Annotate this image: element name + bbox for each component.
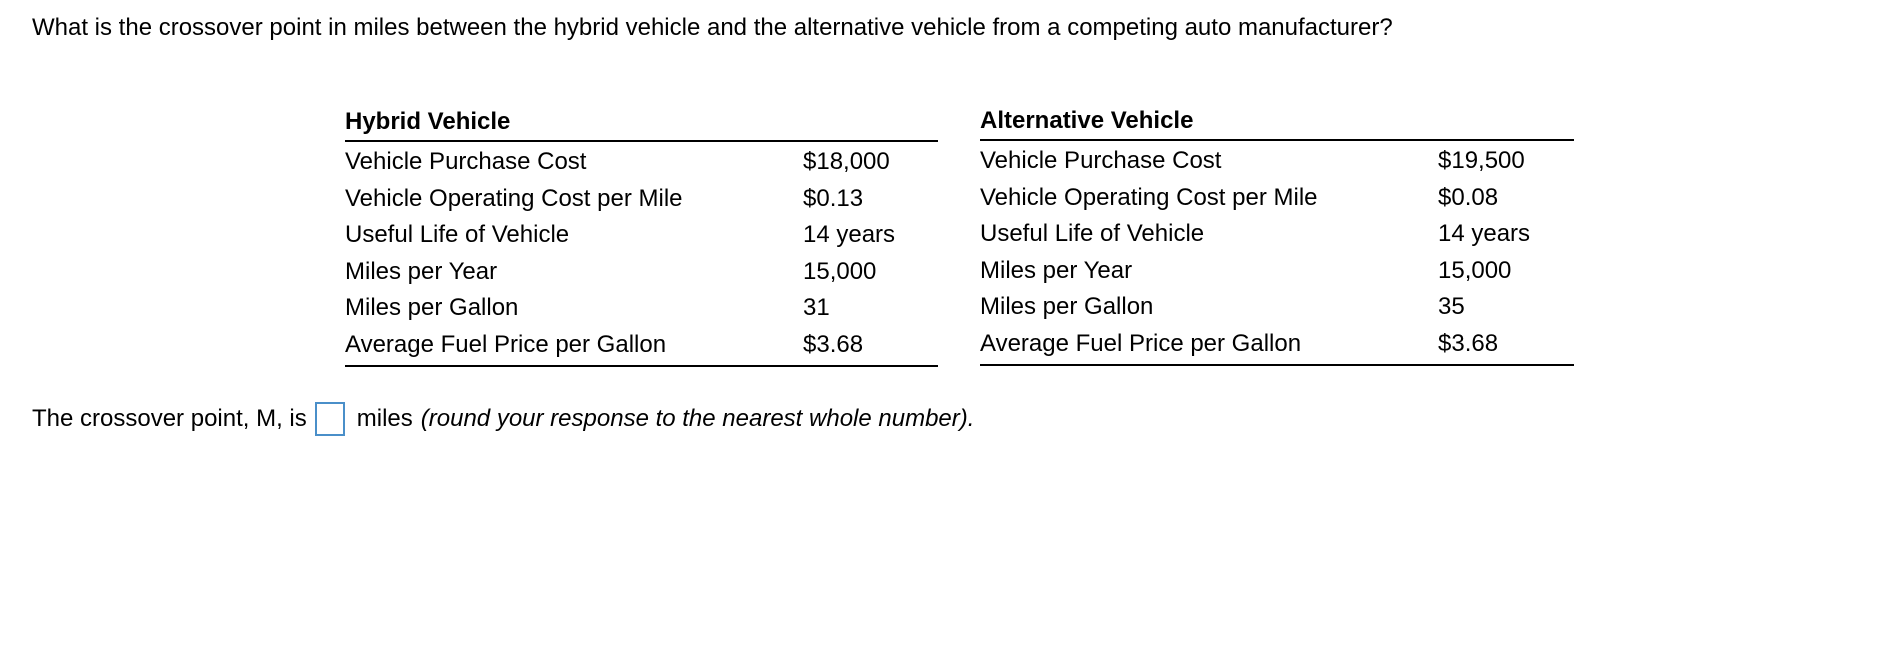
table-row: Miles per Gallon 35 [980, 289, 1574, 326]
answer-units: miles [356, 405, 413, 432]
row-value: 35 [1438, 293, 1465, 320]
row-label: Vehicle Purchase Cost [345, 148, 587, 175]
hybrid-table-title: Hybrid Vehicle [345, 104, 938, 142]
table-row: Average Fuel Price per Gallon $3.68 [980, 326, 1574, 363]
row-value: 14 years [803, 221, 896, 248]
row-label: Average Fuel Price per Gallon [345, 330, 667, 358]
alternative-table-rows: Vehicle Purchase Cost $19,500 Vehicle Op… [980, 141, 1574, 366]
row-value: $18,000 [803, 148, 890, 175]
question-text: What is the crossover point in miles bet… [32, 14, 1393, 41]
alternative-vehicle-table: Alternative Vehicle Vehicle Purchase Cos… [980, 103, 1574, 366]
table-row: Vehicle Operating Cost per Mile $0.08 [980, 180, 1574, 217]
hybrid-table-rows: Vehicle Purchase Cost $18,000 Vehicle Op… [345, 142, 938, 367]
row-value: $3.68 [803, 330, 864, 358]
row-value: 15,000 [1438, 256, 1512, 284]
row-label: Vehicle Purchase Cost [980, 147, 1222, 174]
table-row: Miles per Year 15,000 [345, 254, 938, 291]
row-value: 31 [803, 294, 830, 321]
table-row: Miles per Gallon 31 [345, 290, 938, 327]
answer-hint: (round your response to the nearest whol… [420, 405, 975, 432]
row-value: $19,500 [1438, 147, 1525, 174]
hybrid-vehicle-table: Hybrid Vehicle Vehicle Purchase Cost $18… [345, 104, 938, 367]
row-label: Miles per Year [345, 257, 498, 285]
row-label: Useful Life of Vehicle [345, 221, 570, 248]
table-row: Useful Life of Vehicle 14 years [345, 217, 938, 254]
answer-line: The crossover point, M, is miles (round … [32, 399, 974, 439]
row-label: Useful Life of Vehicle [980, 220, 1205, 247]
row-value: 15,000 [803, 257, 877, 285]
row-label: Miles per Gallon [980, 293, 1154, 320]
row-label: Vehicle Operating Cost per Mile [345, 184, 683, 212]
row-value: $0.08 [1438, 183, 1499, 211]
row-label: Average Fuel Price per Gallon [980, 329, 1302, 357]
table-row: Vehicle Operating Cost per Mile $0.13 [345, 181, 938, 218]
table-row: Average Fuel Price per Gallon $3.68 [345, 327, 938, 364]
answer-prefix: The crossover point, M, is [32, 405, 307, 432]
row-label: Vehicle Operating Cost per Mile [980, 183, 1318, 211]
row-label: Miles per Gallon [345, 294, 519, 321]
row-value: $0.13 [803, 184, 864, 212]
row-value: $3.68 [1438, 329, 1499, 357]
crossover-answer-input[interactable] [314, 402, 345, 436]
row-label: Miles per Year [980, 256, 1133, 284]
table-row: Miles per Year 15,000 [980, 253, 1574, 290]
alternative-table-title: Alternative Vehicle [980, 103, 1574, 141]
table-row: Vehicle Purchase Cost $18,000 [345, 144, 938, 181]
table-row: Vehicle Purchase Cost $19,500 [980, 143, 1574, 180]
table-row: Useful Life of Vehicle 14 years [980, 216, 1574, 253]
row-value: 14 years [1438, 220, 1531, 247]
